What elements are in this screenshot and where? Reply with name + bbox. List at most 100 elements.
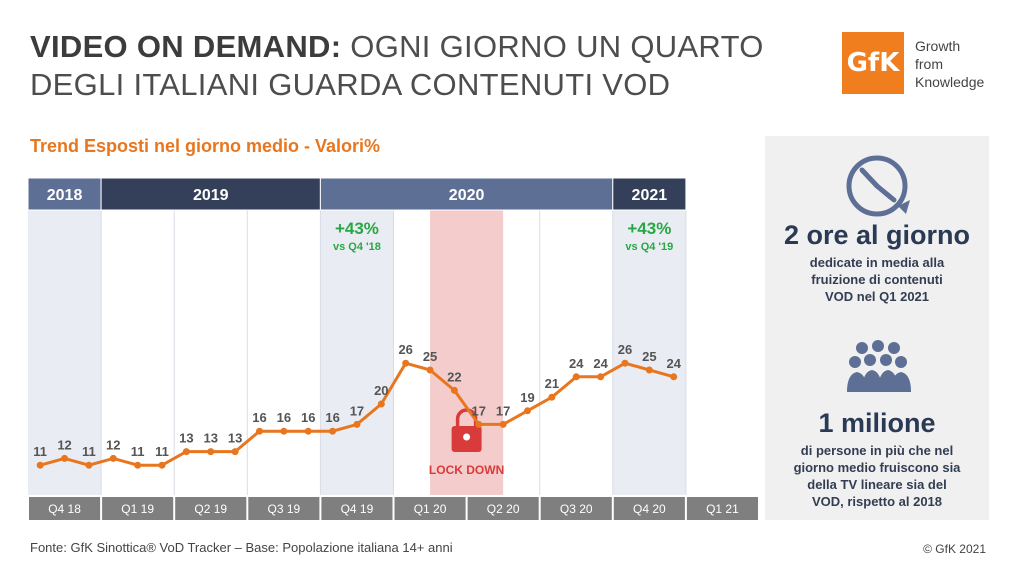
growth-annotation-sub: vs Q4 '18 xyxy=(333,241,381,253)
data-point xyxy=(572,373,580,381)
stat-hours-line: dedicate in media alla xyxy=(809,255,945,270)
data-point xyxy=(475,420,483,428)
quarter-box xyxy=(29,497,101,520)
title-line2: DEGLI ITALIANI GUARDA CONTENUTI VOD xyxy=(30,67,671,102)
quarter-box xyxy=(102,497,174,520)
year-label: 2020 xyxy=(449,187,485,204)
stat-hours-line: VOD nel Q1 2021 xyxy=(824,289,930,304)
data-label: 26 xyxy=(618,342,632,357)
data-label: 13 xyxy=(228,431,242,446)
quarter-label: Q2 19 xyxy=(194,502,227,516)
quarter-label: Q4 18 xyxy=(48,502,81,516)
data-point xyxy=(207,448,215,456)
quarter-box xyxy=(686,497,758,520)
data-point xyxy=(402,359,410,367)
data-label: 11 xyxy=(155,444,169,459)
year-label: 2021 xyxy=(632,187,668,204)
data-point xyxy=(524,407,532,415)
quarter-label: Q3 19 xyxy=(267,502,300,516)
data-point xyxy=(304,427,312,435)
data-point xyxy=(499,420,507,428)
stat-million-line: della TV lineare sia del xyxy=(807,477,947,492)
data-label: 24 xyxy=(569,356,584,371)
quarter-box xyxy=(175,497,247,520)
data-point xyxy=(158,461,166,469)
growth-annotation-sub: vs Q4 '19 xyxy=(625,241,673,253)
data-point xyxy=(426,366,434,374)
quarter-label: Q1 19 xyxy=(121,502,154,516)
data-point xyxy=(670,373,678,381)
data-label: 11 xyxy=(131,444,145,459)
quarter-label: Q1 21 xyxy=(706,502,739,516)
quarter-band xyxy=(28,210,102,495)
quarter-box xyxy=(613,497,685,520)
data-point xyxy=(85,461,93,469)
lock-keyhole xyxy=(463,433,471,441)
stat-hours-text: dedicate in media alla fruizione di cont… xyxy=(765,254,989,305)
quarter-label: Q4 20 xyxy=(633,502,666,516)
people-group-icon xyxy=(847,340,911,392)
data-label: 17 xyxy=(350,403,364,418)
data-point xyxy=(329,427,337,435)
stat-hours: 2 ore al giorno xyxy=(783,220,971,250)
data-label: 16 xyxy=(277,410,291,425)
quarter-band xyxy=(612,210,686,495)
quarter-box xyxy=(321,497,393,520)
source-footer: Fonte: GfK Sinottica® VoD Tracker – Base… xyxy=(30,540,453,555)
quarter-box xyxy=(467,497,539,520)
chart-title: Trend Esposti nel giorno medio - Valori% xyxy=(30,136,381,156)
stat-hours-line: fruizione di contenuti xyxy=(811,272,943,287)
data-label: 12 xyxy=(57,437,71,452)
data-label: 25 xyxy=(642,349,656,364)
stat-million: 1 milione xyxy=(818,408,936,438)
stat-million-line: giorno medio fruiscono sia xyxy=(793,460,961,475)
quarter-box xyxy=(540,497,612,520)
quarter-label: Q1 20 xyxy=(414,502,447,516)
quarter-box xyxy=(248,497,320,520)
logo-tagline: Growth from Knowledge xyxy=(915,37,984,91)
lockdown-label: LOCK DOWN xyxy=(429,463,504,477)
data-point xyxy=(353,420,361,428)
data-point xyxy=(597,373,605,381)
growth-annotation: +43% xyxy=(627,219,671,238)
lockdown-band xyxy=(430,210,504,495)
title-line1: OGNI GIORNO UN QUARTO xyxy=(350,29,764,64)
stat-million-text: di persone in più che nel giorno medio f… xyxy=(765,442,989,510)
data-label: 12 xyxy=(106,437,120,452)
clock-icon xyxy=(846,155,910,217)
data-point xyxy=(621,359,629,367)
gfk-logo: GfK xyxy=(842,32,904,94)
quarter-box xyxy=(394,497,466,520)
data-label: 26 xyxy=(398,342,412,357)
data-label: 20 xyxy=(374,383,388,398)
data-point xyxy=(182,448,190,456)
data-point xyxy=(134,461,142,469)
data-label: 16 xyxy=(301,410,315,425)
data-point xyxy=(61,454,69,462)
growth-annotation: +43% xyxy=(335,219,379,238)
data-label: 16 xyxy=(252,410,266,425)
data-point xyxy=(255,427,263,435)
side-panel: 2 ore al giorno dedicate in media alla f… xyxy=(765,136,989,520)
quarter-label: Q3 20 xyxy=(560,502,593,516)
year-label: 2019 xyxy=(193,187,229,204)
data-point xyxy=(450,386,458,394)
data-point xyxy=(548,393,556,401)
data-label: 22 xyxy=(447,369,461,384)
data-label: 24 xyxy=(593,356,608,371)
tagline-line: Knowledge xyxy=(915,74,985,90)
stat-million-line: di persone in più che nel xyxy=(800,443,954,458)
data-label: 16 xyxy=(325,410,339,425)
data-point xyxy=(377,400,385,408)
data-label: 25 xyxy=(423,349,437,364)
data-point xyxy=(231,448,239,456)
tagline-line: from xyxy=(915,56,943,72)
data-label: 19 xyxy=(520,390,534,405)
data-label: 24 xyxy=(666,356,681,371)
data-label: 17 xyxy=(496,403,510,418)
tagline-line: Growth xyxy=(915,38,961,54)
quarter-label: Q2 20 xyxy=(487,502,520,516)
data-label: 13 xyxy=(179,431,193,446)
data-label: 17 xyxy=(472,403,486,418)
